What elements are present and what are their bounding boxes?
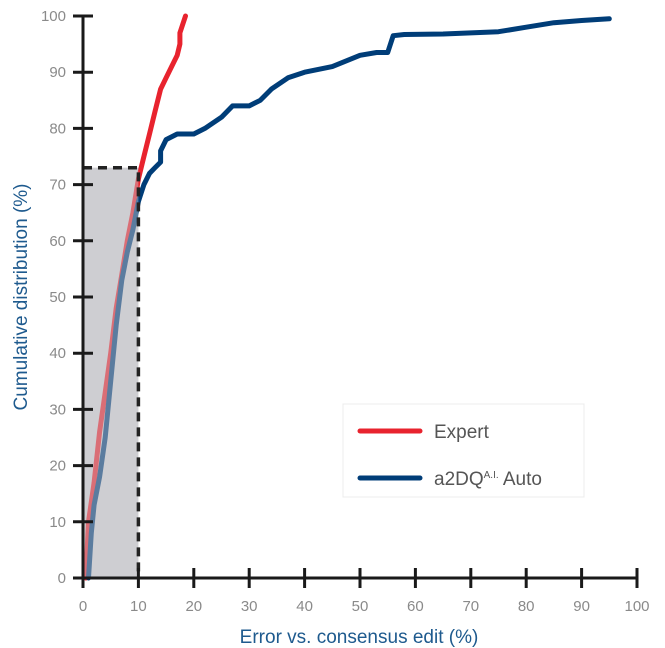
- y-tick-label: 50: [49, 289, 66, 306]
- y-tick-label: 40: [49, 345, 66, 362]
- legend-label-a2dq-auto: a2DQA.I. Auto: [434, 469, 542, 490]
- legend-label-a2dq-superscript: A.I.: [484, 470, 499, 481]
- y-tick-label: 0: [58, 570, 66, 587]
- axis-layer: [73, 14, 639, 588]
- x-tick-label: 60: [407, 598, 424, 615]
- x-tick-label: 20: [185, 598, 202, 615]
- x-tick-label: 30: [241, 598, 258, 615]
- x-tick-label: 80: [518, 598, 535, 615]
- y-tick-label: 60: [49, 233, 66, 250]
- y-tick-label: 20: [49, 458, 66, 475]
- y-axis-label: Cumulative distribution (%): [11, 183, 32, 410]
- highlight-region-border: [83, 165, 141, 578]
- y-tick-label: 70: [49, 177, 66, 194]
- y-tick-label: 80: [49, 120, 66, 137]
- x-tick-label: 90: [573, 598, 590, 615]
- legend-label-a2dq-suffix: Auto: [499, 469, 542, 490]
- x-tick-label: 100: [624, 598, 649, 615]
- highlight-region-overlay: [83, 167, 139, 579]
- y-tick-label: 90: [49, 64, 66, 81]
- legend-box: [342, 403, 585, 498]
- series-layer: [83, 13, 612, 581]
- legend-label-a2dq-main: a2DQ: [434, 469, 484, 490]
- x-tick-label: 70: [462, 598, 479, 615]
- y-tick-label: 100: [41, 8, 66, 25]
- x-tick-label: 0: [79, 598, 87, 615]
- y-tick-label: 30: [49, 401, 66, 418]
- x-axis-label: Error vs. consensus edit (%): [240, 627, 479, 648]
- legend-label-expert: Expert: [434, 422, 490, 443]
- x-tick-label: 50: [352, 598, 369, 615]
- tick-label-layer: 0 10 20 30 40 50 60 70 80 90 100 0 10 20 30 40 50 60 70 80 9…: [41, 8, 650, 615]
- y-tick-label: 10: [49, 514, 66, 531]
- series-line-a2dq-auto: [86, 16, 612, 581]
- x-tick-label: 10: [130, 598, 147, 615]
- legend: Expert a2DQA.I. Auto: [342, 403, 585, 498]
- x-tick-label: 40: [296, 598, 313, 615]
